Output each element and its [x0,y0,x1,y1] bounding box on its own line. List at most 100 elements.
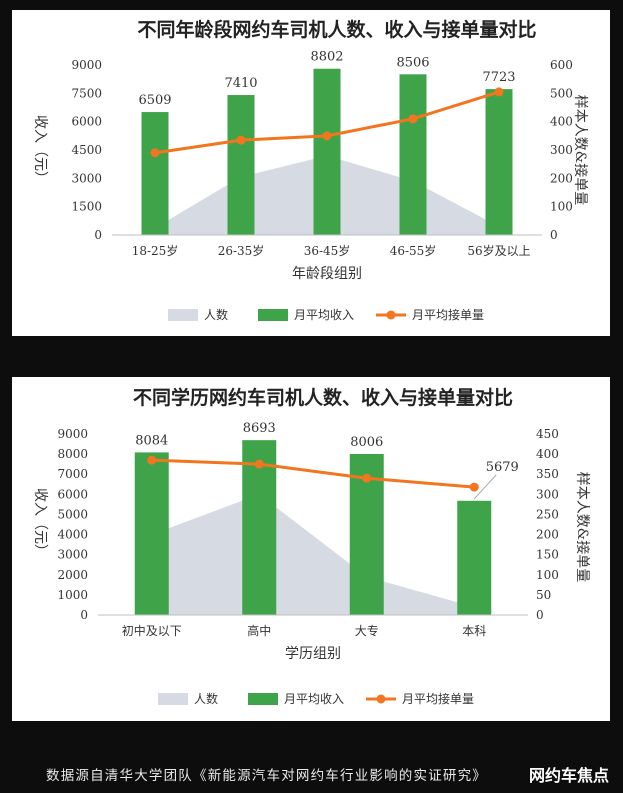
y2-tick-0: 0 [550,228,558,242]
y2-tick-0: 0 [536,608,544,622]
y-tick-2: 3000 [71,171,102,185]
y2-axis-title: 样本人数&接单量 [574,472,591,582]
education-chart-panel: 不同学历网约车司机人数、收入与接单量对比 8084 8693 8006 5679 0 100… [12,377,610,721]
y2-tick-5: 250 [536,507,559,521]
x-tick-2: 大专 [355,623,379,638]
y-tick-5: 5000 [57,507,88,521]
line-point-0 [147,455,157,465]
footer: 数据源自清华大学团队《新能源汽车对网约车行业影响的实证研究》 网约车焦点 [0,762,623,786]
legend-swatch-bar [258,309,288,321]
y-axis-title: 收入（元） [32,488,48,558]
y2-tick-2: 100 [536,568,559,582]
line-point-1 [254,459,264,469]
x-tick-1: 26-35岁 [218,243,265,258]
age-chart: 不同年龄段网约车司机人数、收入与接单量对比 6509 7410 8802 8506 772… [32,18,589,322]
data-label-0: 8084 [135,433,168,448]
y2-tick-4: 400 [550,115,573,129]
y-tick-2: 2000 [57,568,88,582]
y2-axis-title: 样本人数&接单量 [572,95,589,205]
bar-3 [457,500,492,615]
area-series-people [151,494,475,615]
y-tick-3: 4500 [71,143,102,157]
age-chart-panel: 不同年龄段网约车司机人数、收入与接单量对比 6509 7410 8802 8506 772… [12,10,610,336]
bar-0 [134,452,169,615]
x-tick-0: 18-25岁 [132,243,179,258]
x-tick-3: 本科 [462,624,486,638]
legend-swatch-line-marker [376,694,386,704]
chart-title: 不同年龄段网约车司机人数、收入与接单量对比 [137,18,536,41]
legend-label-area: 人数 [204,307,228,322]
y-tick-4: 6000 [71,115,102,129]
legend-label-bar: 月平均收入 [294,308,354,322]
y2-tick-1: 50 [536,588,551,602]
y-tick-3: 3000 [57,548,88,562]
y-tick-0: 0 [94,228,102,242]
line-point-3 [408,114,418,124]
y-tick-4: 4000 [57,528,88,542]
y2-tick-9: 450 [536,427,559,441]
brand-logo-text: 网约车焦点 [529,766,610,785]
bar-1 [242,440,277,615]
data-label-leader [473,474,497,500]
legend-swatch-area [158,693,188,705]
data-label-2: 8006 [350,435,383,450]
data-label-3: 8506 [396,55,429,70]
line-point-2 [362,473,372,483]
legend-label-line: 月平均接单量 [412,307,484,322]
y2-tick-3: 150 [536,548,559,562]
legend-label-area: 人数 [194,691,218,706]
legend-swatch-area [168,309,198,321]
y2-tick-1: 100 [550,200,573,214]
source-note: 数据源自清华大学团队《新能源汽车对网约车行业影响的实证研究》 [46,768,487,784]
x-tick-4: 56岁及以上 [467,243,530,258]
data-label-3: 5679 [486,460,519,475]
bar-3 [399,74,427,235]
y-tick-7: 7000 [57,467,88,481]
legend-swatch-line-marker [386,310,396,320]
data-label-1: 7410 [224,76,257,91]
y2-tick-3: 300 [550,143,573,157]
y-tick-1: 1000 [57,588,88,602]
y2-tick-6: 600 [550,58,573,72]
y2-tick-4: 200 [536,528,559,542]
data-label-2: 8802 [310,50,343,65]
line-point-3 [469,482,479,492]
y-tick-6: 9000 [71,58,102,72]
legend-swatch-bar [248,693,278,705]
bar-2 [313,68,341,235]
y-axis-title: 收入（元） [32,115,48,185]
legend: 人数 月平均收入 月平均接单量 [158,691,474,706]
chart-title: 不同学历网约车司机人数、收入与接单量对比 [133,386,513,409]
line-point-1 [236,135,246,145]
y2-tick-6: 300 [536,487,559,501]
line-series-orders [151,458,475,489]
line-point-2 [322,131,332,141]
bar-0 [141,112,169,235]
x-tick-0: 初中及以下 [122,623,182,638]
y2-tick-2: 200 [550,171,573,185]
x-axis-title: 年龄段组别 [292,266,362,282]
line-point-4 [494,87,504,97]
data-label-0: 6509 [138,93,171,108]
y2-tick-8: 400 [536,447,559,461]
legend-label-bar: 月平均收入 [284,692,344,706]
y2-tick-5: 500 [550,86,573,100]
x-axis-title: 学历组别 [285,646,341,662]
y-tick-5: 7500 [71,86,102,100]
bar-1 [227,95,255,236]
y-tick-0: 0 [80,608,88,622]
x-tick-3: 46-55岁 [390,243,437,258]
y-tick-6: 6000 [57,487,88,501]
y-tick-8: 8000 [57,447,88,461]
y-tick-1: 1500 [71,200,102,214]
line-point-0 [150,148,160,158]
data-label-1: 8693 [243,421,276,436]
legend: 人数 月平均收入 月平均接单量 [168,307,484,322]
y-tick-9: 9000 [57,427,88,441]
legend-label-line: 月平均接单量 [402,691,474,706]
education-chart: 不同学历网约车司机人数、收入与接单量对比 8084 8693 8006 5679 0 100… [32,386,591,706]
bar-4 [485,89,513,235]
x-tick-2: 36-45岁 [304,243,351,258]
data-label-4: 7723 [482,70,515,85]
y2-tick-7: 350 [536,467,559,481]
